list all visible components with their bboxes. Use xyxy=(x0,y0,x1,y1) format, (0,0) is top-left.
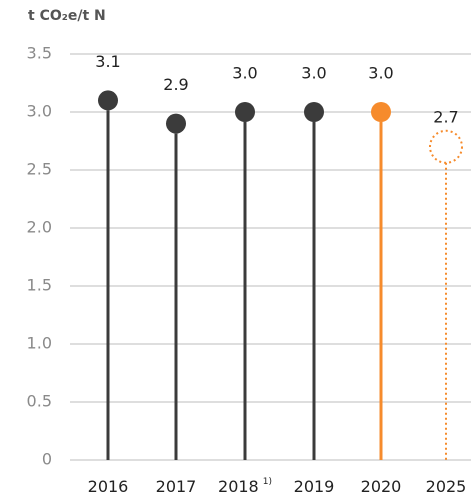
point xyxy=(371,102,391,122)
value-label: 3.0 xyxy=(232,64,257,83)
x-tick-label: 2020 xyxy=(361,477,402,495)
value-label: 3.0 xyxy=(368,64,393,83)
y-tick-label: 3.5 xyxy=(27,44,52,63)
value-label: 3.1 xyxy=(95,52,120,71)
category-name: 2019 xyxy=(294,477,335,495)
x-tick-label: 2019 xyxy=(294,477,335,495)
x-tick-label: 2018 1) xyxy=(218,477,272,495)
point xyxy=(166,113,186,134)
category-name: 2017 xyxy=(156,477,197,495)
value-label: 3.0 xyxy=(301,64,326,83)
footnote-marker: 1) xyxy=(263,477,272,487)
y-tick-label: 3.0 xyxy=(27,102,52,121)
category-name: 2025 xyxy=(426,477,467,495)
y-tick-label: 2.0 xyxy=(27,218,52,237)
y-tick-label: 1.0 xyxy=(27,334,52,353)
y-tick-label: 0.5 xyxy=(27,392,52,411)
x-tick-label: 2025 xyxy=(426,477,467,495)
point xyxy=(98,90,118,111)
point xyxy=(304,102,324,122)
category-name: 2018 xyxy=(218,477,259,495)
value-label: 2.7 xyxy=(433,107,458,126)
y-tick-label: 2.5 xyxy=(27,160,52,179)
x-tick-label: 2016 xyxy=(88,477,129,495)
target-point xyxy=(429,129,463,164)
y-tick-label: 1.5 xyxy=(27,276,52,295)
x-tick-label: 2017 xyxy=(156,477,197,495)
y-axis-label: t CO₂e/t N xyxy=(28,8,106,24)
point xyxy=(235,102,255,122)
category-name: 2020 xyxy=(361,477,402,495)
value-label: 2.9 xyxy=(163,75,188,94)
category-name: 2016 xyxy=(88,477,129,495)
y-tick-label: 0 xyxy=(42,450,52,469)
